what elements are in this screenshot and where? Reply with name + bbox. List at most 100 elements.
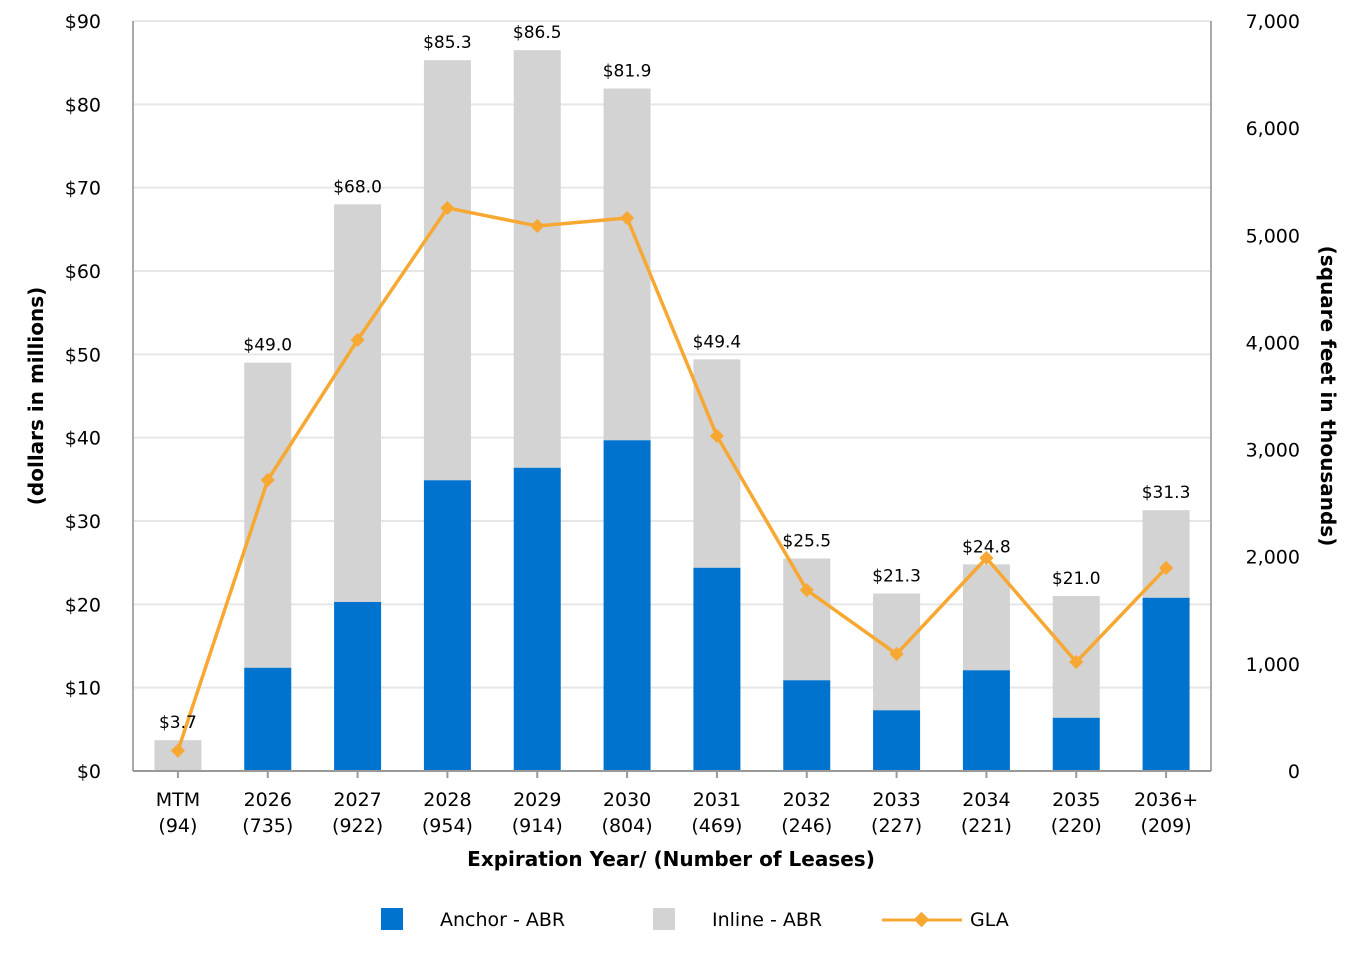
y-tick-label: $90 (65, 11, 101, 33)
y2-tick-label: 2,000 (1246, 547, 1300, 569)
x-tick-count-label: (220) (1051, 815, 1102, 837)
x-tick-label: 2030 (603, 789, 651, 811)
legend: Anchor - ABR Inline - ABR GLA (381, 908, 1009, 931)
x-axis-title: Expiration Year/ (Number of Leases) (467, 847, 875, 871)
x-tick-label: 2029 (513, 789, 561, 811)
gla-point (1069, 654, 1084, 670)
bar-anchor (1052, 717, 1100, 771)
x-tick-label: 2031 (693, 789, 741, 811)
x-tick-label: 2032 (783, 789, 831, 811)
axes (132, 21, 1212, 778)
bar-anchor (873, 710, 921, 771)
gla-point (709, 428, 724, 444)
bar-anchor (783, 680, 831, 771)
x-tick-label: MTM (156, 789, 200, 811)
bar-total-label: $25.5 (782, 532, 831, 552)
bar-anchor (513, 467, 561, 771)
bar-inline (423, 60, 471, 481)
gla-point (530, 218, 545, 234)
x-tick-label: 2027 (333, 789, 381, 811)
x-tick-label: 2033 (872, 789, 920, 811)
y2-tick-label: 6,000 (1246, 118, 1300, 140)
y-tick-label: $0 (77, 761, 101, 783)
gla-point (440, 200, 455, 216)
gla-point (350, 332, 365, 348)
y-tick-label: $40 (65, 428, 101, 450)
bar-total-label: $85.3 (423, 33, 472, 53)
y2-axis-title: (square feet in thousands) (1316, 246, 1340, 547)
bars (154, 50, 1190, 771)
bar-inline (334, 204, 382, 602)
x-tick-count-label: (954) (422, 815, 473, 837)
bar-total-label: $49.4 (693, 332, 742, 352)
x-tick-count-label: (246) (781, 815, 832, 837)
x-tick-count-label: (227) (871, 815, 922, 837)
y2-tick-label: 5,000 (1246, 225, 1300, 247)
y-tick-label: $10 (65, 678, 101, 700)
x-tick-count-label: (914) (512, 815, 563, 837)
y2-tick-label: 7,000 (1246, 11, 1300, 33)
bar-total-label: $31.3 (1142, 483, 1191, 503)
bar-anchor (244, 667, 292, 771)
y2-tick-label: 0 (1288, 761, 1300, 783)
bar-inline (513, 50, 561, 468)
legend-swatch-gla-marker (913, 911, 930, 928)
gla-point (260, 472, 275, 488)
y-tick-label: $50 (65, 344, 101, 366)
bar-total-label: $68.0 (333, 177, 382, 197)
bar-inline (244, 362, 292, 668)
y-tick-label: $20 (65, 594, 101, 616)
x-tick-count-label: (469) (691, 815, 742, 837)
gla-point (799, 582, 814, 598)
bar-anchor (962, 670, 1010, 771)
bar-total-label: $21.3 (872, 567, 921, 587)
gla-point (979, 550, 994, 566)
bar-inline (783, 558, 831, 681)
legend-swatch-anchor (381, 908, 403, 930)
bar-anchor (423, 480, 471, 771)
y-tick-label: $80 (65, 94, 101, 116)
bar-total-label: $49.0 (243, 336, 292, 356)
x-tick-label: 2034 (962, 789, 1010, 811)
x-tick-label: 2028 (423, 789, 471, 811)
legend-label-inline: Inline - ABR (712, 909, 822, 931)
bar-anchor (693, 567, 741, 771)
bar-total-label: $3.7 (159, 713, 197, 733)
x-tick-count-label: (94) (158, 815, 197, 837)
y-tick-label: $30 (65, 511, 101, 533)
labels: $0 $10 $20 $30 $40 $50 $60 $70 $80 $90 0 1,000 2,000… (65, 11, 1300, 837)
legend-label-anchor: Anchor - ABR (440, 909, 565, 931)
gla-point (1159, 560, 1174, 576)
x-tick-label: 2036+ (1134, 789, 1198, 811)
gridlines (133, 20, 1211, 689)
legend-swatch-inline (653, 908, 675, 930)
y2-tick-label: 4,000 (1246, 332, 1300, 354)
y2-tick-label: 3,000 (1246, 440, 1300, 462)
bar-anchor (603, 440, 651, 771)
bar-total-label: $86.5 (513, 23, 562, 43)
gla-point (620, 210, 635, 226)
x-tick-count-label: (735) (242, 815, 293, 837)
bar-inline (603, 88, 651, 441)
x-tick-count-label: (209) (1141, 815, 1192, 837)
x-tick-count-label: (804) (602, 815, 653, 837)
bar-total-label: $24.8 (962, 537, 1011, 557)
gla-line (170, 200, 1174, 758)
y-tick-label: $60 (65, 261, 101, 283)
legend-label-gla: GLA (970, 909, 1009, 931)
y-axis-title: (dollars in millions) (24, 287, 48, 505)
y2-tick-label: 1,000 (1246, 654, 1300, 676)
x-tick-label: 2026 (244, 789, 292, 811)
bar-inline (962, 564, 1010, 671)
bar-anchor (334, 601, 382, 771)
gla-point (889, 646, 904, 662)
bar-total-label: $21.0 (1052, 569, 1101, 589)
bar-anchor (1142, 597, 1190, 771)
x-tick-label: 2035 (1052, 789, 1100, 811)
gla-series-line (176, 206, 1168, 752)
gla-point (170, 743, 185, 758)
x-tick-count-label: (221) (961, 815, 1012, 837)
x-tick-count-label: (922) (332, 815, 383, 837)
y-tick-label: $70 (65, 178, 101, 200)
